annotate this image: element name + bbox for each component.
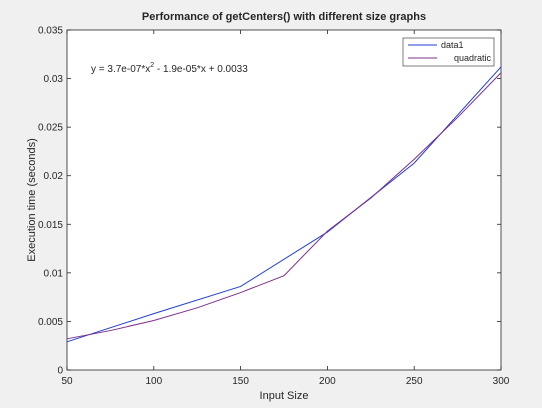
y-tick-label: 0.01 — [44, 268, 64, 279]
fit-equation-suffix: - 1.9e-05*x + 0.0033 — [154, 64, 248, 75]
legend-label-quadratic: quadratic — [454, 53, 492, 63]
chart-title: Performance of getCenters() with differe… — [142, 11, 426, 23]
y-tick-label: 0.005 — [38, 317, 63, 328]
legend: data1 quadratic — [402, 37, 495, 67]
fit-equation-prefix: y = 3.7e-07*x — [91, 64, 150, 75]
x-tick-label: 100 — [145, 376, 162, 387]
legend-box — [402, 37, 495, 67]
x-tick-label: 300 — [493, 376, 510, 387]
y-tick-label: 0.025 — [38, 123, 63, 134]
axis-ticks: 50 100 150 200 250 300 0 0.005 0.01 0.015 0.02 0.02… — [38, 26, 510, 388]
plot-area — [66, 29, 502, 371]
series-line-quadratic — [66, 72, 502, 340]
x-tick-label: 50 — [61, 376, 73, 387]
y-axis-label: Execution time (seconds) — [26, 138, 38, 262]
y-tick-label: 0.035 — [38, 26, 63, 37]
series-line-data1 — [66, 66, 502, 343]
y-tick-label: 0.03 — [44, 74, 64, 85]
fit-equation-superscript: 2 — [150, 62, 154, 69]
x-axis-label: Input Size — [260, 390, 309, 402]
y-tick-label: 0 — [57, 366, 63, 377]
legend-label-data1: data1 — [441, 40, 464, 50]
y-tick-label: 0.02 — [44, 171, 64, 182]
y-tick-label: 0.015 — [38, 220, 63, 231]
x-tick-label: 150 — [232, 376, 249, 387]
x-tick-label: 250 — [406, 376, 423, 387]
series-layer — [66, 66, 502, 343]
x-tick-label: 200 — [319, 376, 336, 387]
fit-equation-annotation: y = 3.7e-07*x2 - 1.9e-05*x + 0.0033 — [91, 62, 248, 75]
